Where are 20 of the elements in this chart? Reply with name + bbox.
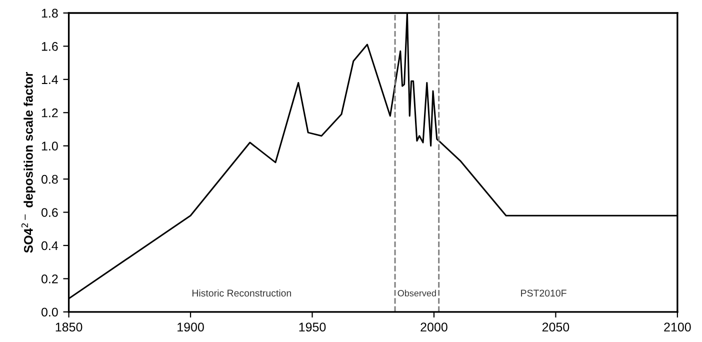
y-tick-label: 0.2 [41, 274, 58, 284]
y-tick-label: 0.0 [41, 308, 58, 317]
x-tick-label: 1850 [56, 322, 82, 332]
y-tick-label: 1.8 [42, 8, 58, 18]
y-tick-label: 1.2 [42, 108, 58, 118]
x-tick-label: 1950 [299, 322, 326, 332]
y-axis-title: SO4$^{2−}$ deposition scale factor [21, 72, 36, 253]
y-tick-label: 1.0 [42, 142, 58, 150]
y-tick-label: 1.6 [42, 42, 58, 51]
y-tick-label: 0.6 [41, 208, 58, 217]
annotation: Observed [398, 290, 436, 296]
y-tick-label: 0.8 [41, 174, 58, 184]
y-tick-label: 1.4 [42, 75, 58, 84]
annotation: Historic Reconstruction [192, 289, 291, 297]
x-tick-label: 2050 [542, 322, 570, 332]
annotation: PST2010F [521, 290, 566, 297]
x-tick-label: 2000 [420, 322, 448, 332]
y-tick-label: 0.4 [41, 241, 58, 250]
x-tick-label: 1900 [178, 322, 204, 332]
x-tick-label: 2100 [664, 322, 691, 332]
